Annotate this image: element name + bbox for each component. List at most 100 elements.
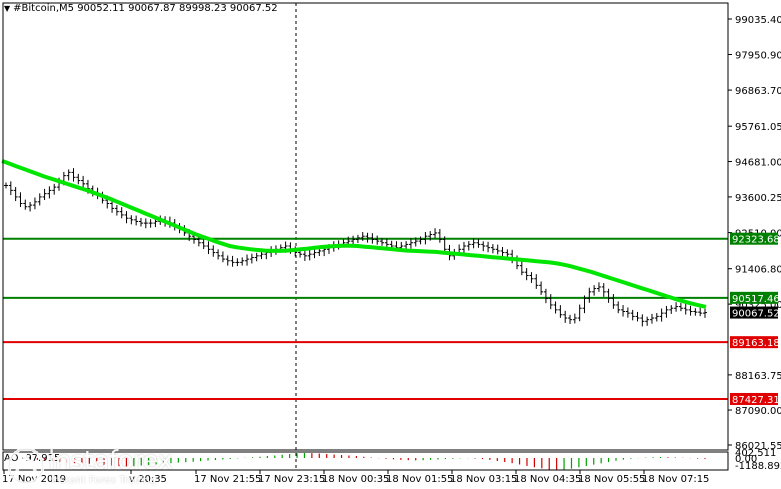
price-bar: [206, 241, 211, 255]
price-bar: [66, 169, 71, 181]
level-price-box: [730, 336, 778, 349]
price-bar: [380, 237, 385, 246]
price-bar: [563, 310, 568, 323]
price-bar: [481, 241, 486, 252]
price-bar: [428, 231, 433, 241]
price-bar: [129, 215, 134, 225]
price-bar: [216, 249, 221, 260]
price-bar: [539, 281, 544, 295]
price-bar: [18, 192, 23, 208]
level-price-box: [730, 232, 778, 245]
logo-tagline: Instant Forex Trading: [51, 475, 157, 486]
price-bar: [4, 182, 8, 189]
ohlc-values: 90052.11 90067.87 89998.23 90067.52: [77, 3, 278, 14]
price-bar: [433, 228, 438, 239]
price-bar: [495, 244, 500, 255]
price-bar: [635, 311, 640, 322]
price-bar: [543, 288, 548, 304]
level-price-label: 87427.31: [732, 395, 780, 406]
price-bar: [577, 304, 582, 322]
price-bar: [616, 301, 621, 314]
price-bar: [645, 316, 650, 326]
price-bar: [220, 251, 225, 263]
current-price-box: [730, 306, 778, 319]
y-tick-label: 93600.25: [735, 193, 781, 204]
price-bar: [466, 241, 471, 251]
price-bar: [23, 199, 28, 210]
price-bar: [355, 234, 360, 244]
price-bar: [461, 241, 466, 255]
price-bar: [249, 253, 254, 264]
ao-tick-label: 0.00: [735, 454, 757, 465]
level-price-label: 92323.68: [732, 235, 780, 246]
price-bar: [71, 168, 76, 182]
dropdown-triangle-icon[interactable]: ▼: [4, 4, 11, 13]
price-bar: [703, 308, 707, 318]
price-bar: [28, 201, 33, 212]
level-price-label: 89163.18: [732, 338, 780, 349]
x-tick-label: 18 Nov 07:15: [642, 474, 709, 485]
price-bar: [621, 305, 626, 317]
price-bar: [640, 314, 645, 327]
price-bar: [245, 254, 250, 266]
price-bar: [365, 232, 370, 243]
price-bar: [375, 235, 380, 245]
price-bar: [601, 283, 606, 297]
price-bar: [148, 219, 153, 228]
price-bar: [302, 250, 307, 261]
price-bar: [76, 173, 81, 185]
price-bar: [8, 181, 13, 196]
y-tick-label: 90325.00: [735, 300, 781, 311]
x-tick-label: 18 Nov 01:55: [386, 474, 453, 485]
price-bar: [307, 249, 312, 261]
price-bar: [587, 287, 592, 303]
price-bar: [693, 308, 698, 316]
price-bar: [235, 258, 240, 267]
ao-frame: [2, 451, 729, 471]
price-bar: [558, 305, 563, 318]
price-bar: [649, 313, 654, 324]
price-bar: [240, 257, 245, 266]
price-bar: [606, 288, 611, 303]
price-bar: [37, 193, 42, 206]
price-bar: [553, 301, 558, 314]
logo-icon: [7, 447, 45, 485]
symbol-label: #Bitcoin,M5: [13, 3, 74, 14]
level-price-label: 90517.46: [732, 294, 780, 305]
price-bar: [510, 249, 515, 264]
price-bar: [134, 215, 139, 226]
price-bar: [519, 260, 524, 276]
price-bar: [572, 313, 577, 324]
y-tick-label: 94681.00: [735, 158, 781, 169]
price-bar: [360, 232, 365, 241]
price-bar: [471, 238, 476, 249]
level-price-box: [730, 392, 778, 405]
ao-header: AO -97.915: [4, 453, 61, 464]
price-bar: [408, 238, 413, 249]
price-bar: [529, 272, 534, 283]
price-bar: [659, 308, 664, 322]
price-bar: [254, 252, 259, 262]
price-bar: [490, 244, 495, 254]
price-bar: [664, 305, 669, 318]
price-bar: [370, 233, 375, 244]
y-tick-label: 95761.05: [735, 122, 781, 133]
price-bar: [138, 218, 143, 227]
price-bar: [568, 314, 573, 324]
x-tick-label: v 20:35: [129, 474, 167, 485]
level-price-box: [730, 291, 778, 304]
price-bar: [582, 295, 587, 314]
price-bar: [230, 255, 235, 267]
price-bar: [534, 274, 539, 289]
y-tick-label: 88163.75: [735, 371, 781, 382]
y-tick-label: 99035.40: [735, 15, 781, 26]
price-bar: [47, 186, 52, 199]
price-bar: [476, 238, 481, 248]
price-bar: [592, 285, 597, 296]
price-bar: [500, 246, 505, 258]
y-tick-label: 97950.90: [735, 51, 781, 62]
price-bar: [423, 231, 428, 245]
price-bar: [42, 188, 47, 201]
price-bar: [630, 309, 635, 321]
